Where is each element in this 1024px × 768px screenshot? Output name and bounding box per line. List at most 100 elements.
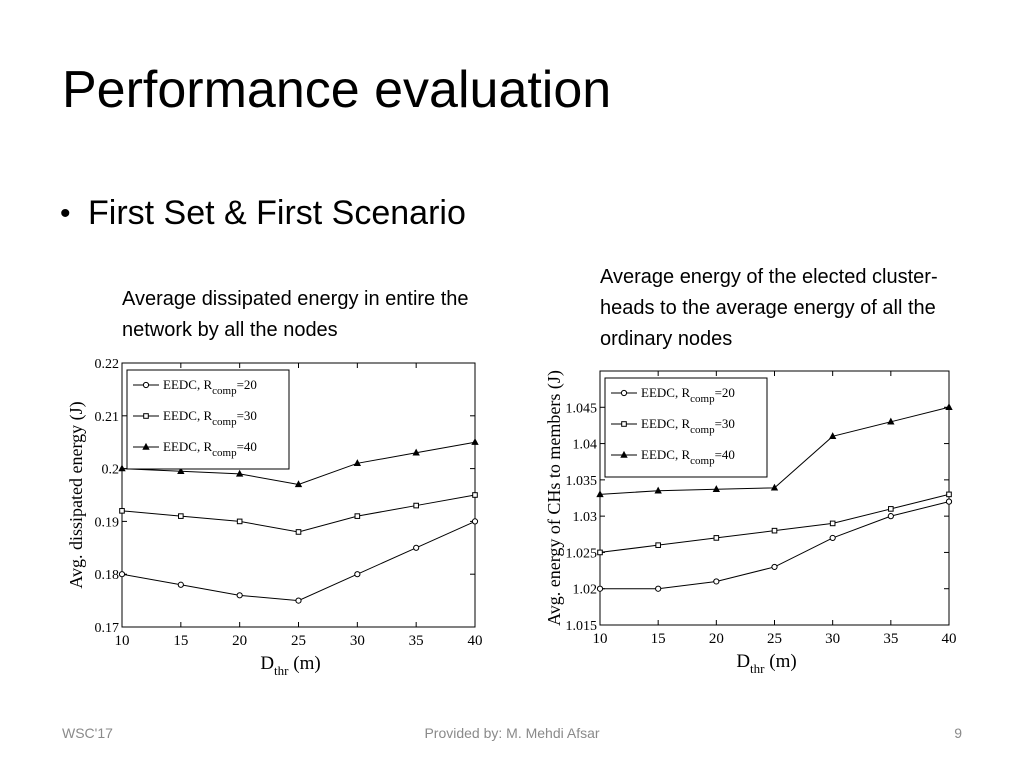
footer-left: WSC'17 xyxy=(62,725,113,741)
legend-entry: EEDC, Rcomp=30 xyxy=(641,416,735,436)
data-point xyxy=(177,467,185,474)
series-square xyxy=(597,491,952,556)
data-point xyxy=(945,498,953,505)
legend-entry: EEDC, Rcomp=40 xyxy=(641,447,735,467)
data-point xyxy=(887,417,895,425)
legend: EEDC, Rcomp=20 EEDC, Rcomp=30 EEDC, Rcomp=… xyxy=(604,377,768,478)
legend-entry: EEDC, Rcomp=30 xyxy=(163,408,257,428)
data-point xyxy=(597,549,603,556)
legend-marker xyxy=(620,450,628,458)
series-circle xyxy=(596,498,953,592)
data-point xyxy=(945,403,953,410)
legend-entry: EEDC, Rcomp=20 xyxy=(641,385,735,405)
data-point xyxy=(829,534,836,542)
data-point xyxy=(655,542,661,548)
data-point xyxy=(353,459,362,467)
data-point xyxy=(354,513,361,519)
x-tick-label: 15 xyxy=(173,633,188,649)
bullet-dot-icon: • xyxy=(60,196,71,230)
legend-entry: EEDC, Rcomp=20 xyxy=(163,377,257,397)
series-line xyxy=(599,493,950,553)
y-tick-label: 0.17 xyxy=(95,621,120,636)
data-point xyxy=(118,464,126,472)
y-axis-label: Avg. energy of CHs to members (J) xyxy=(544,370,565,626)
x-tick-label: 20 xyxy=(709,631,724,647)
x-tick-label: 25 xyxy=(767,631,782,647)
data-point xyxy=(177,581,184,588)
x-tick-label: 15 xyxy=(651,631,666,647)
series-line xyxy=(600,501,950,590)
chart-ch-energy-ratio: 10 15 20 25 30 35 40 1.015 1.02 1.025 1.03 1.035 1.0… xyxy=(544,370,957,676)
data-point xyxy=(596,490,604,498)
caption-left: Average dissipated energy in entire the … xyxy=(122,288,469,341)
data-point xyxy=(770,483,779,491)
y-tick-label: 0.18 xyxy=(95,568,120,583)
y-tick-label: 1.04 xyxy=(573,438,598,453)
y-tick-label: 0.19 xyxy=(95,515,120,530)
data-point xyxy=(235,469,244,477)
data-point xyxy=(413,544,420,551)
x-tick-label: 35 xyxy=(409,633,424,649)
data-point xyxy=(713,578,720,585)
data-point xyxy=(119,508,125,514)
x-tick-label: 40 xyxy=(942,631,957,647)
y-tick-label: 0.21 xyxy=(95,410,120,425)
data-point xyxy=(295,597,302,604)
legend-marker xyxy=(143,413,149,419)
x-tick-label: 25 xyxy=(291,633,306,649)
legend-box xyxy=(604,377,768,478)
slide-title: Performance evaluation xyxy=(62,61,612,119)
data-point xyxy=(771,563,778,571)
legend-box xyxy=(126,369,290,470)
data-point xyxy=(295,529,302,535)
data-point xyxy=(471,438,479,445)
bullet-text: First Set & First Scenario xyxy=(88,194,466,232)
y-axis-label: Avg. dissipated energy (J) xyxy=(66,401,87,588)
data-point xyxy=(472,492,478,498)
data-point xyxy=(178,513,184,519)
x-tick-label: 30 xyxy=(825,631,840,647)
data-point xyxy=(887,513,894,520)
data-point xyxy=(118,571,126,578)
series-triangle xyxy=(118,438,479,488)
data-point xyxy=(946,491,952,498)
data-point xyxy=(655,585,662,592)
y-tick-label: 1.03 xyxy=(573,510,598,525)
data-point xyxy=(354,571,361,578)
data-point xyxy=(654,486,662,494)
legend-marker xyxy=(142,442,150,450)
series-square xyxy=(119,492,478,535)
legend-entry: EEDC, Rcomp=40 xyxy=(163,439,257,459)
legend: EEDC, Rcomp=20 EEDC, Rcomp=30 EEDC, Rcomp=… xyxy=(126,369,290,470)
y-tick-label: 1.045 xyxy=(566,401,598,416)
x-tick-label: 35 xyxy=(883,631,898,647)
series-triangle xyxy=(596,403,953,498)
caption-right: Average energy of the elected cluster-he… xyxy=(600,266,938,350)
data-point xyxy=(236,518,243,525)
legend-marker xyxy=(620,389,628,397)
footer-page-number: 9 xyxy=(954,725,962,741)
x-tick-label: 10 xyxy=(593,631,608,647)
y-tick-label: 1.02 xyxy=(573,583,598,598)
series-circle xyxy=(118,518,479,604)
y-tick-label: 1.035 xyxy=(566,474,598,489)
y-tick-label: 1.025 xyxy=(566,546,598,561)
data-point xyxy=(829,520,836,527)
data-point xyxy=(713,535,720,541)
data-point xyxy=(413,502,419,509)
data-point xyxy=(294,480,303,488)
data-point xyxy=(596,585,604,592)
y-tick-label: 0.22 xyxy=(95,357,120,372)
data-point xyxy=(888,506,894,512)
series-line xyxy=(121,494,476,533)
data-point xyxy=(771,527,778,534)
x-axis-label: Dthr (m) xyxy=(260,653,320,678)
y-tick-label: 1.015 xyxy=(566,619,598,634)
x-tick-label: 40 xyxy=(468,633,483,649)
chart-dissipated-energy: 10 15 20 25 30 35 40 0.17 0.18 0.19 0.2 0.21 0.22 Dth… xyxy=(66,357,483,678)
legend-marker xyxy=(142,381,150,389)
data-point xyxy=(828,432,837,440)
x-tick-label: 10 xyxy=(115,633,130,649)
x-tick-label: 20 xyxy=(232,633,247,649)
data-point xyxy=(236,592,243,599)
